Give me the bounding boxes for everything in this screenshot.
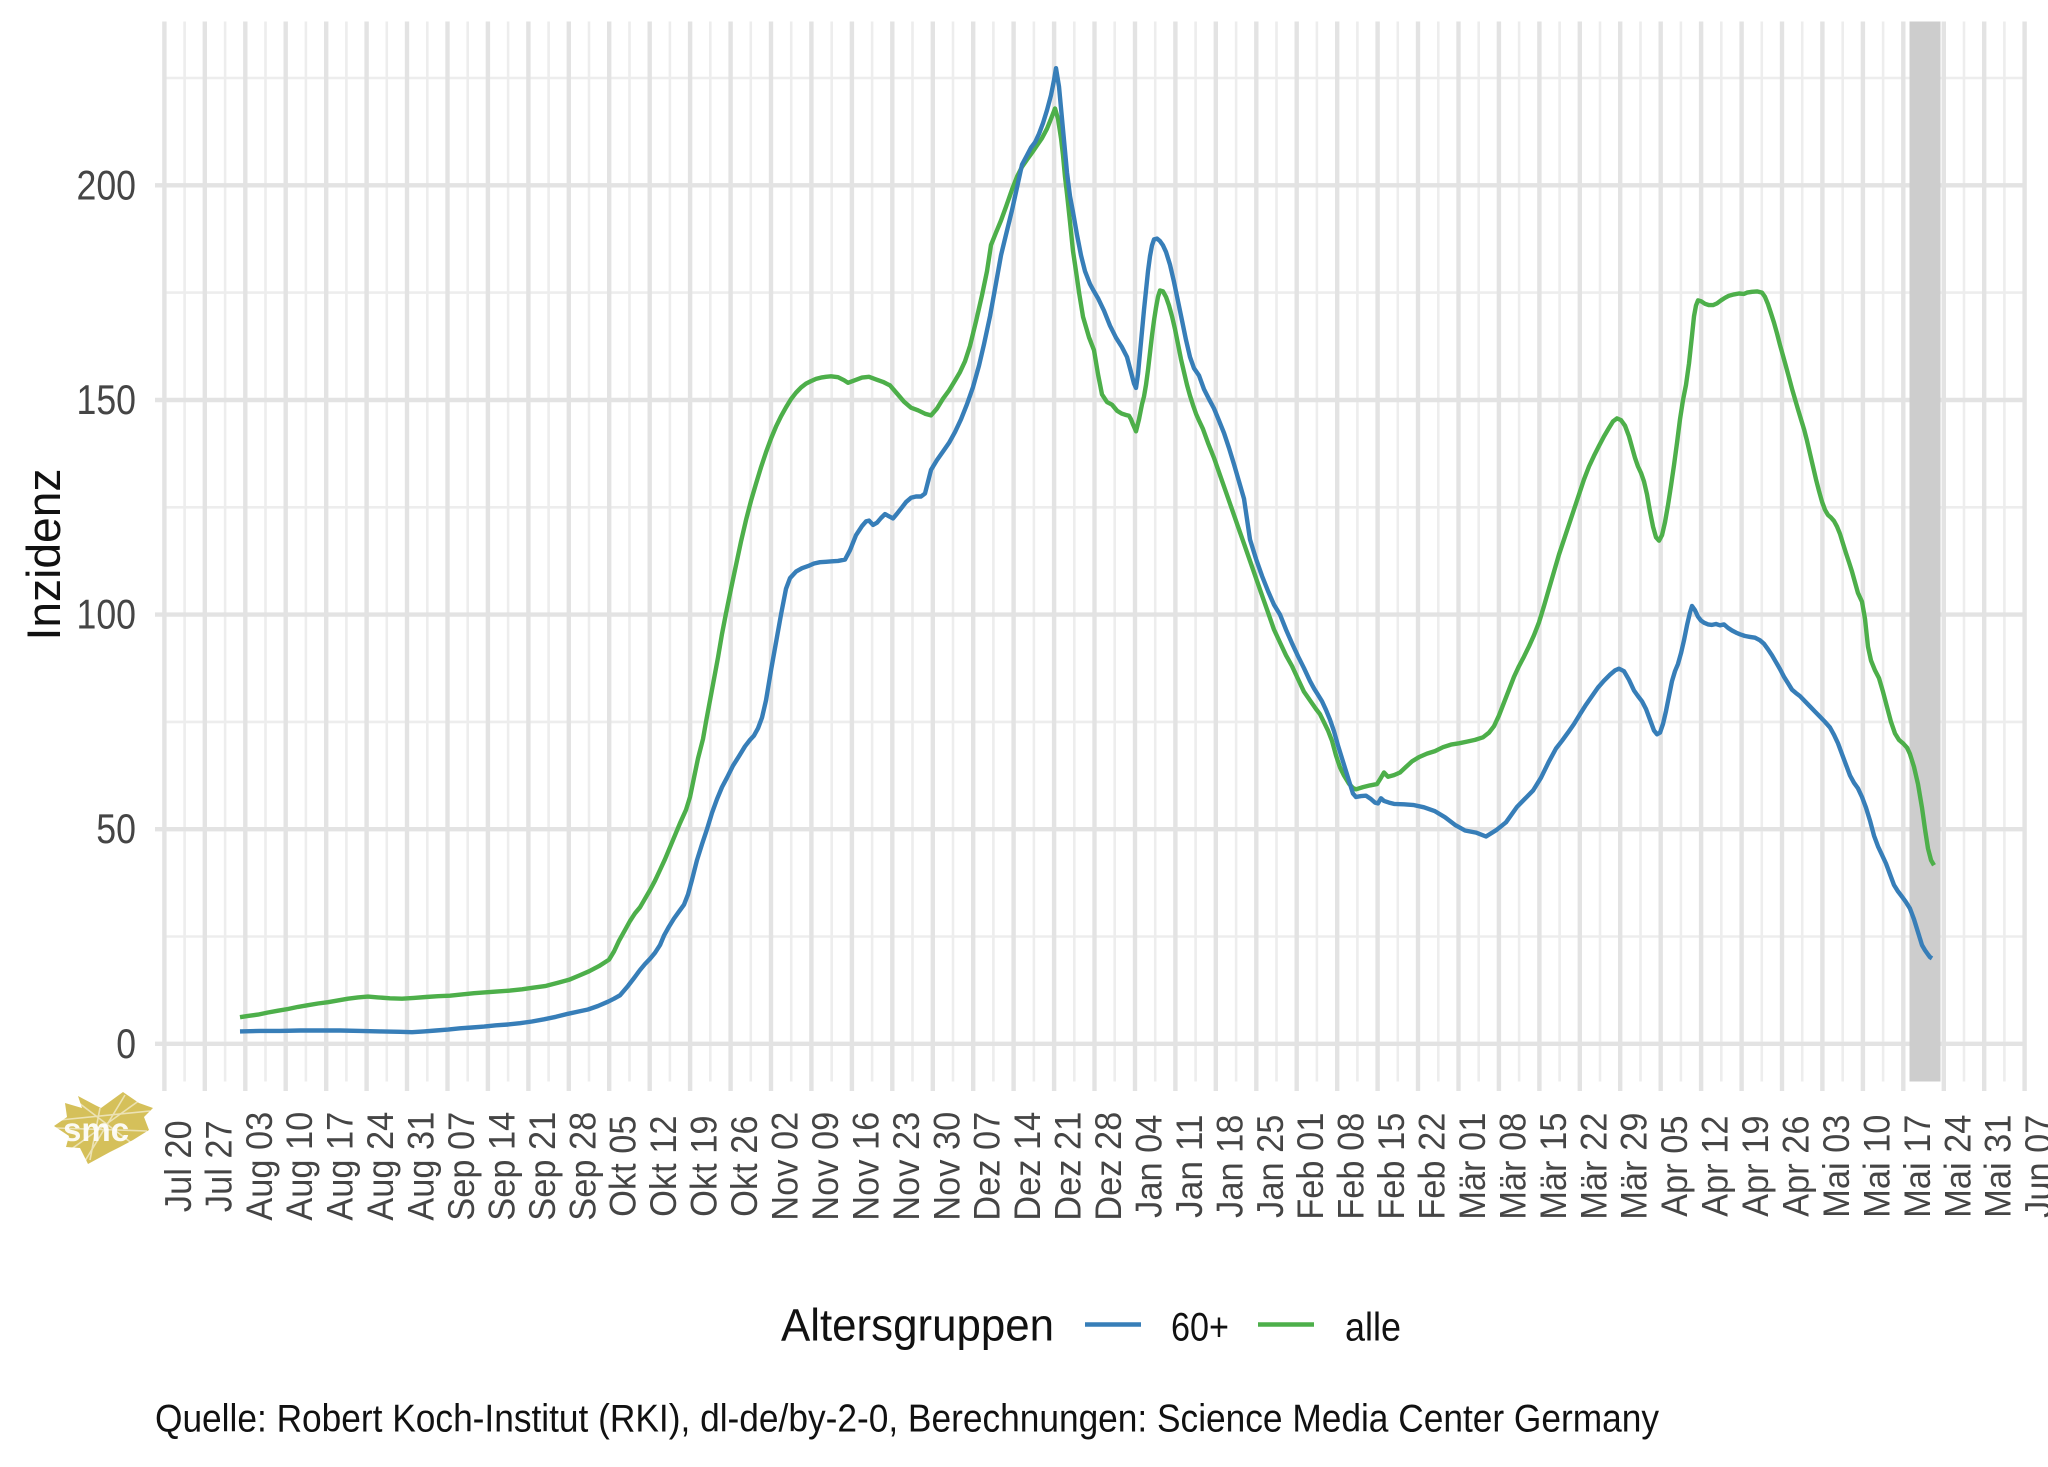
svg-text:Mär 22: Mär 22 <box>1573 1113 1614 1220</box>
svg-text:Sep 07: Sep 07 <box>441 1112 482 1221</box>
svg-text:0: 0 <box>116 1020 136 1067</box>
svg-text:Quelle: Robert Koch-Institut (: Quelle: Robert Koch-Institut (RKI), dl-d… <box>155 1398 1659 1441</box>
svg-text:Feb 15: Feb 15 <box>1371 1113 1412 1220</box>
svg-text:smc: smc <box>63 1111 129 1148</box>
svg-text:Jan 25: Jan 25 <box>1250 1115 1291 1218</box>
svg-text:Jan 11: Jan 11 <box>1169 1115 1210 1218</box>
svg-text:alle: alle <box>1345 1306 1401 1350</box>
svg-text:Sep 21: Sep 21 <box>522 1112 563 1221</box>
svg-text:Aug 17: Aug 17 <box>320 1112 361 1221</box>
svg-text:Dez 07: Dez 07 <box>967 1112 1008 1221</box>
svg-text:Inzidenz: Inzidenz <box>18 469 71 641</box>
svg-text:Mai 24: Mai 24 <box>1937 1115 1978 1218</box>
svg-text:Feb 01: Feb 01 <box>1290 1113 1331 1220</box>
svg-text:Jul 20: Jul 20 <box>158 1120 199 1212</box>
svg-text:Dez 14: Dez 14 <box>1007 1112 1048 1221</box>
svg-text:Okt 12: Okt 12 <box>643 1116 684 1217</box>
svg-text:Altersgruppen: Altersgruppen <box>781 1300 1054 1351</box>
svg-text:Mär 29: Mär 29 <box>1614 1113 1655 1220</box>
svg-text:Apr 26: Apr 26 <box>1776 1115 1817 1216</box>
svg-text:Jan 04: Jan 04 <box>1129 1115 1170 1218</box>
svg-text:Feb 22: Feb 22 <box>1412 1113 1453 1220</box>
svg-text:60+: 60+ <box>1171 1306 1229 1350</box>
svg-text:Apr 05: Apr 05 <box>1654 1115 1695 1216</box>
svg-text:Nov 09: Nov 09 <box>805 1112 846 1221</box>
svg-text:Mai 31: Mai 31 <box>1978 1115 2019 1218</box>
svg-text:Aug 10: Aug 10 <box>279 1112 320 1221</box>
svg-text:Okt 05: Okt 05 <box>603 1116 644 1217</box>
svg-text:Jan 18: Jan 18 <box>1209 1115 1250 1218</box>
svg-text:Okt 26: Okt 26 <box>724 1116 765 1217</box>
svg-text:150: 150 <box>77 376 137 423</box>
svg-text:Sep 28: Sep 28 <box>562 1112 603 1221</box>
svg-text:Dez 21: Dez 21 <box>1048 1112 1089 1221</box>
svg-text:Apr 12: Apr 12 <box>1695 1116 1736 1217</box>
svg-text:Aug 31: Aug 31 <box>401 1112 442 1221</box>
svg-text:Nov 02: Nov 02 <box>765 1112 806 1221</box>
svg-text:Nov 16: Nov 16 <box>845 1112 886 1221</box>
svg-text:Mär 08: Mär 08 <box>1492 1113 1533 1220</box>
svg-text:Mai 03: Mai 03 <box>1816 1115 1857 1218</box>
svg-text:Jul 27: Jul 27 <box>198 1120 239 1212</box>
svg-text:Sep 14: Sep 14 <box>481 1112 522 1221</box>
svg-text:Jun 07: Jun 07 <box>2018 1115 2048 1218</box>
svg-text:Aug 03: Aug 03 <box>239 1112 280 1221</box>
svg-text:Mai 17: Mai 17 <box>1897 1115 1938 1218</box>
svg-text:Aug 24: Aug 24 <box>360 1112 401 1221</box>
svg-text:Dez 28: Dez 28 <box>1088 1112 1129 1221</box>
svg-text:Feb 08: Feb 08 <box>1331 1113 1372 1220</box>
svg-text:Mär 15: Mär 15 <box>1533 1113 1574 1220</box>
svg-text:100: 100 <box>77 591 137 638</box>
svg-text:Nov 30: Nov 30 <box>926 1112 967 1221</box>
svg-text:Nov 23: Nov 23 <box>886 1112 927 1221</box>
svg-text:Mär 01: Mär 01 <box>1452 1113 1493 1220</box>
svg-text:50: 50 <box>96 805 136 852</box>
svg-text:Apr 19: Apr 19 <box>1735 1116 1776 1217</box>
svg-text:Okt 19: Okt 19 <box>684 1116 725 1217</box>
svg-text:200: 200 <box>77 161 137 208</box>
svg-text:Mai 10: Mai 10 <box>1856 1115 1897 1218</box>
